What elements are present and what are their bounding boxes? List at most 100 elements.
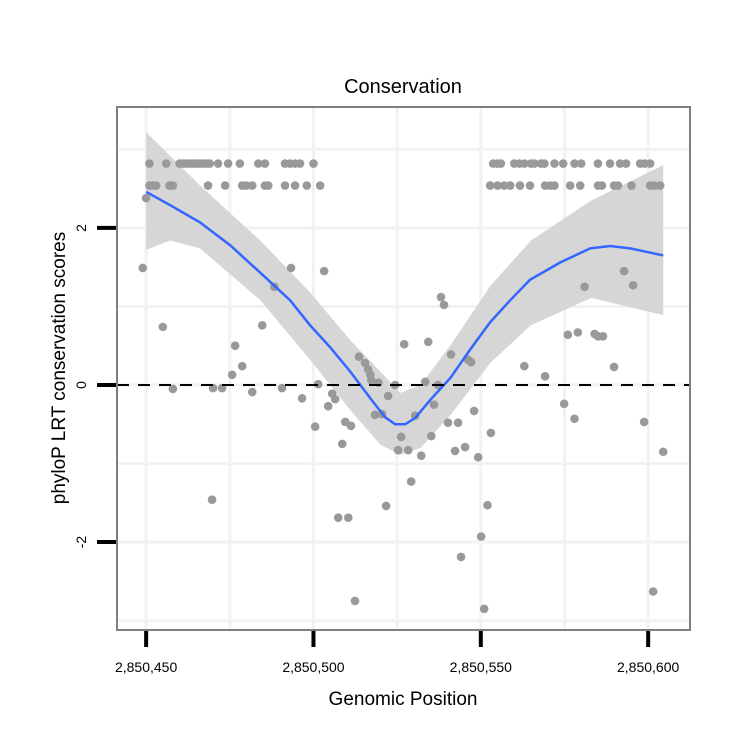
data-point [138,263,148,273]
data-point [333,513,343,523]
data-point [223,159,233,168]
x-tick-label: 2,850,450 [115,659,177,675]
data-point [505,181,515,190]
chart-title: Conservation [344,76,462,98]
data-point [280,181,290,190]
data-point [628,280,638,290]
smooth-curve [145,190,664,426]
data-point [168,384,178,394]
data-point [302,181,312,190]
data-point [420,377,430,387]
data-point [297,394,307,403]
data-point [466,357,476,367]
data-point [597,181,607,190]
x-tick-label: 2,850,550 [450,659,512,675]
data-point [403,445,413,455]
data-point [230,341,240,351]
data-point [393,445,403,455]
data-point [473,452,483,462]
data-point [530,159,539,168]
data-point [450,446,460,456]
data-point [593,159,603,168]
data-point [515,181,525,190]
data-point [429,400,439,409]
data-point [558,159,568,168]
data-point [260,159,270,168]
data-point [570,414,579,424]
x-tick-label: 2,850,600 [617,659,679,675]
data-point [295,159,305,168]
data-point [141,193,151,203]
data-point [346,421,356,431]
data-point [613,181,623,190]
data-point [443,418,453,427]
data-point [213,159,223,168]
data-point [323,401,333,411]
data-point [330,394,340,404]
data-point [383,391,393,401]
data-point [615,159,625,168]
data-point [145,159,154,168]
data-point [436,292,446,302]
x-axis: 2,850,450 2,850,500 2,850,550 2,850,600 [115,631,680,675]
data-point [483,500,492,510]
data-point [563,330,573,340]
confidence-band [146,132,664,455]
data-point [367,375,376,385]
data-point [469,406,479,416]
data-point [426,431,436,441]
data-point [354,352,364,362]
data-point [575,181,585,190]
data-point [496,159,506,168]
data-point [598,332,608,341]
data-point [350,596,360,606]
data-point [540,159,549,168]
data-point [573,328,583,337]
data-point [559,399,569,409]
data-point [476,532,486,541]
data-point [627,181,636,190]
data-point [423,337,433,347]
data-point [406,477,416,486]
x-tick-label: 2,850,500 [282,659,344,675]
data-point [158,322,168,332]
data-point [220,181,230,190]
panel-border [116,106,691,631]
x-axis-label: Genomic Position [329,689,478,710]
data-point [648,587,658,596]
data-point [161,159,171,168]
data-point [499,181,509,190]
data-point [540,372,550,381]
data-point [580,282,589,292]
data-point [460,442,470,452]
data-point [263,181,273,190]
data-point [446,350,456,359]
data-point [337,439,347,449]
data-point [247,387,257,397]
data-point [565,181,575,190]
data-point [453,418,463,427]
smooth-line [145,190,664,426]
data-point [486,428,496,438]
data-point [237,361,247,371]
data-point [313,379,323,389]
data-point [550,159,559,168]
y-axis: -2 0 2 [73,224,116,548]
data-point [570,159,579,168]
data-point [253,159,263,168]
data-point [525,181,535,190]
data-point [605,159,615,168]
data-point [205,159,215,168]
data-point [550,181,559,190]
data-point [520,361,529,371]
data-point [655,181,665,190]
data-point [257,321,267,330]
data-point [247,181,257,190]
data-point [227,370,237,380]
data-point [309,159,318,168]
data-point [370,410,380,420]
data-point [493,181,502,190]
data-point [520,159,529,168]
data-point [235,159,245,168]
